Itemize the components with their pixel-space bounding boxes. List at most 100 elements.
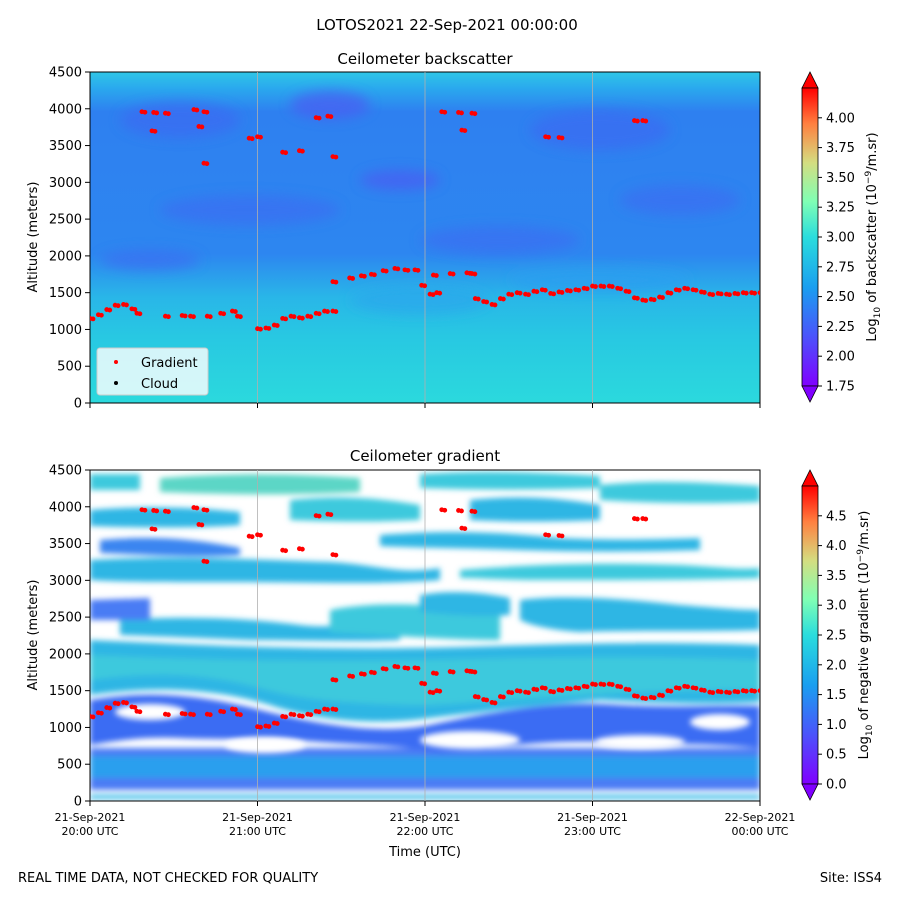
gradient-point bbox=[154, 110, 160, 116]
gradient-point bbox=[757, 688, 760, 694]
gradient-gradient-points bbox=[90, 505, 760, 730]
gradient-point bbox=[643, 298, 649, 303]
gradient-point bbox=[258, 326, 263, 332]
figure-suptitle: LOTOS2021 22-Sep-2021 00:00:00 bbox=[316, 16, 578, 34]
gradient-point bbox=[204, 161, 210, 167]
gradient-point bbox=[430, 292, 436, 298]
gradient-point bbox=[752, 290, 758, 296]
gradient-point bbox=[534, 687, 540, 693]
gradient-point bbox=[651, 297, 657, 303]
y-tick-label: 1500 bbox=[49, 684, 82, 699]
gradient-y-axis: 0 500 1000 1500 2000 2500 3000 3500 4000 4500 bbox=[49, 464, 90, 810]
gradient-point bbox=[249, 136, 255, 142]
gradient-point bbox=[584, 684, 590, 690]
gradient-point bbox=[395, 664, 401, 670]
y-tick-label: 500 bbox=[57, 360, 82, 375]
y-tick-label: 500 bbox=[57, 758, 82, 773]
backscatter-gradient-points bbox=[90, 107, 760, 332]
gradient-point bbox=[450, 669, 456, 675]
gradient-point bbox=[437, 290, 443, 296]
x-tick-label-date: 21-Sep-2021 bbox=[557, 811, 628, 824]
gradient-point bbox=[90, 714, 96, 720]
backscatter-colorbar: 1.75 2.00 2.25 2.50 2.75 3.00 3.25 3.50 3.75 4.00… bbox=[801, 71, 883, 403]
colorbar-tick-label: 3.25 bbox=[826, 201, 855, 216]
gradient-vgrid bbox=[257, 470, 593, 801]
gradient-point bbox=[701, 688, 707, 693]
gradient-point bbox=[283, 548, 289, 554]
gradient-point bbox=[405, 665, 411, 671]
gradient-point bbox=[405, 267, 411, 273]
backscatter-x-axis bbox=[89, 403, 761, 408]
colorbar-tick-label: 2.50 bbox=[826, 290, 855, 305]
legend-cloud-label: Cloud bbox=[141, 377, 178, 392]
gradient-point bbox=[274, 721, 280, 726]
gradient-point bbox=[472, 111, 478, 117]
gradient-point bbox=[415, 665, 421, 671]
gradient-point bbox=[194, 107, 200, 113]
gradient-point bbox=[459, 508, 464, 514]
gradient-point bbox=[576, 287, 582, 293]
gradient-point bbox=[333, 279, 339, 285]
x-tick-label-date: 22-Sep-2021 bbox=[725, 811, 796, 824]
gradient-point bbox=[383, 268, 389, 274]
gradient-point bbox=[395, 266, 401, 272]
gradient-point bbox=[132, 306, 138, 312]
y-tick-label: 3500 bbox=[49, 139, 82, 154]
gradient-point bbox=[567, 288, 573, 294]
gradient-point bbox=[492, 700, 498, 706]
colorbar-tick-label: 4.00 bbox=[826, 111, 855, 126]
gradient-point bbox=[551, 291, 557, 297]
gradient-point bbox=[643, 118, 649, 124]
gradient-colorbar-label: Log10 of negative gradient (10−9/m.sr) bbox=[856, 511, 875, 760]
backscatter-panel: Ceilometer backscatter 0 500 1000 1500 2000 bbox=[26, 50, 883, 412]
gradient-point bbox=[526, 690, 531, 696]
gradient-point bbox=[90, 316, 96, 322]
gradient-point bbox=[492, 302, 498, 308]
colorbar-tick-label: 2.0 bbox=[826, 658, 847, 673]
gradient-point bbox=[450, 271, 456, 277]
gradient-point bbox=[609, 682, 615, 687]
gradient-point bbox=[316, 115, 322, 121]
colorbar-tick-label: 3.50 bbox=[826, 171, 855, 186]
gradient-point bbox=[207, 314, 213, 320]
gradient-point bbox=[517, 688, 523, 694]
gradient-point bbox=[546, 134, 551, 140]
gradient-point bbox=[283, 316, 289, 322]
gradient-point bbox=[651, 695, 657, 701]
gradient-point bbox=[232, 309, 238, 314]
x-tick-label-time: 22:00 UTC bbox=[396, 825, 453, 838]
y-tick-label: 0 bbox=[74, 795, 82, 810]
gradient-point bbox=[132, 704, 138, 710]
gradient-point bbox=[551, 689, 557, 695]
gradient-point bbox=[433, 671, 439, 676]
gradient-point bbox=[204, 507, 210, 513]
gradient-point bbox=[204, 559, 210, 565]
gradient-point bbox=[299, 713, 305, 719]
gradient-point bbox=[727, 292, 732, 298]
gradient-point bbox=[325, 309, 330, 314]
gradient-point bbox=[258, 134, 263, 140]
gradient-title: Ceilometer gradient bbox=[350, 447, 500, 465]
gradient-point bbox=[475, 694, 481, 700]
gradient-point bbox=[182, 711, 188, 717]
colorbar-tick-label: 1.5 bbox=[826, 688, 847, 703]
x-tick-label-time: 00:00 UTC bbox=[731, 825, 788, 838]
gradient-point bbox=[266, 724, 272, 729]
y-tick-label: 1000 bbox=[49, 323, 82, 338]
gradient-point bbox=[559, 688, 565, 693]
gradient-point bbox=[115, 701, 121, 707]
gradient-point bbox=[299, 315, 305, 321]
gradient-point bbox=[325, 707, 330, 712]
gradient-point bbox=[735, 689, 741, 695]
gradient-point bbox=[601, 682, 607, 687]
colorbar-tick-label: 0.5 bbox=[826, 748, 847, 763]
gradient-point bbox=[668, 290, 674, 296]
gradient-point bbox=[484, 697, 490, 703]
backscatter-vgrid bbox=[257, 72, 593, 403]
gradient-point bbox=[509, 292, 515, 298]
gradient-point bbox=[542, 287, 548, 293]
gradient-point bbox=[593, 682, 598, 687]
backscatter-title: Ceilometer backscatter bbox=[337, 50, 513, 68]
